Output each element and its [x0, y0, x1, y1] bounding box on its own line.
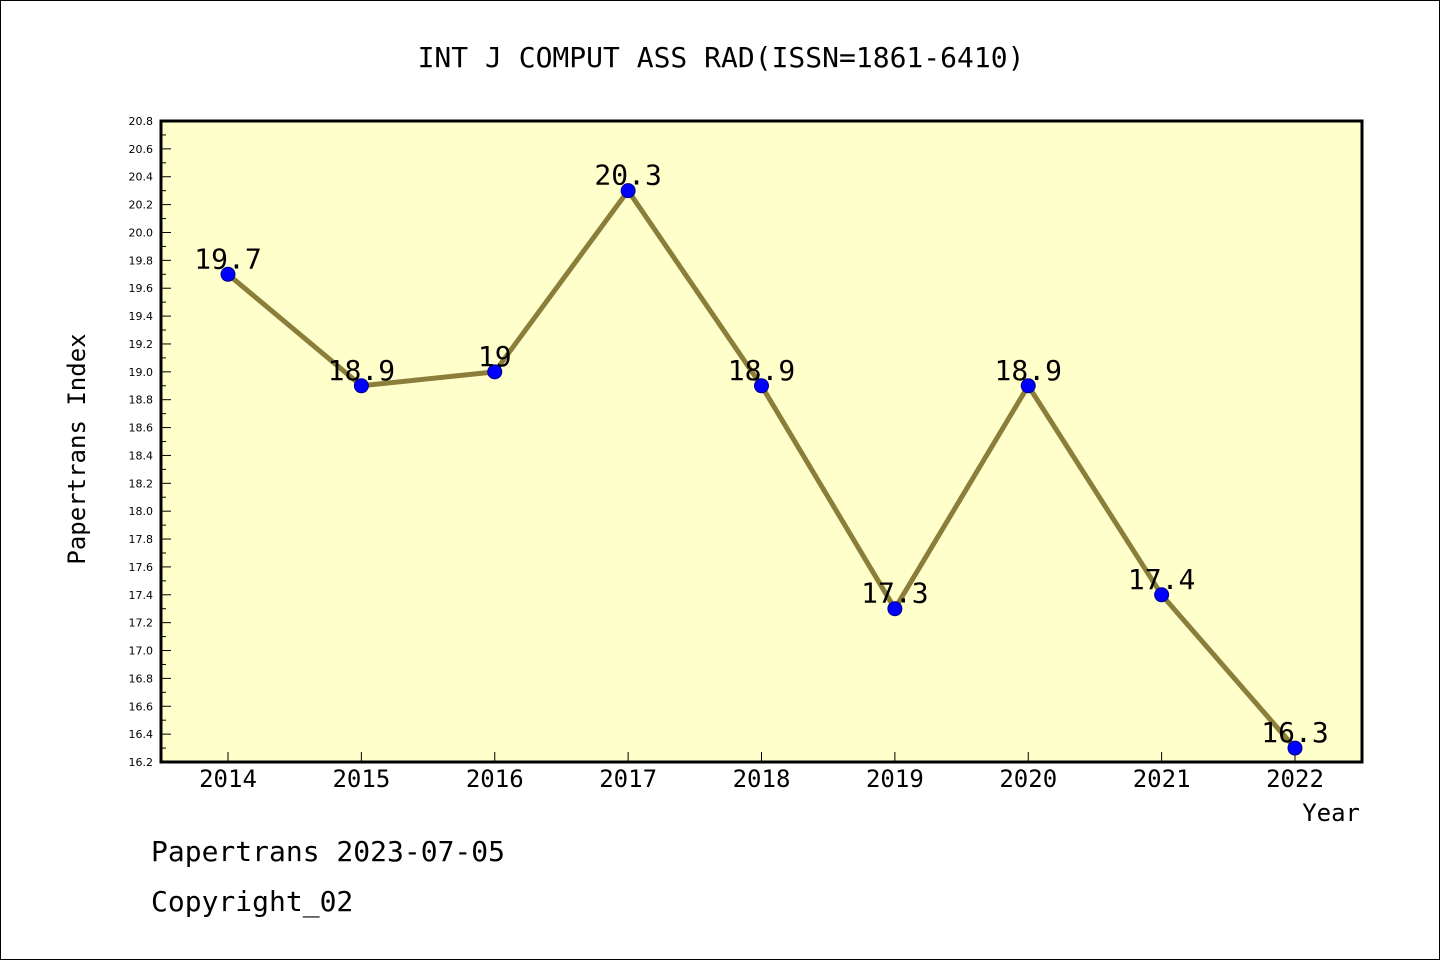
data-point [1020, 378, 1036, 394]
y-tick-label: 19.8 [129, 254, 154, 267]
y-tick-label: 18.6 [129, 422, 154, 435]
data-point [887, 601, 903, 617]
y-tick-label: 17.0 [129, 645, 154, 658]
data-label: 20.3 [594, 159, 661, 192]
data-label: 17.4 [1128, 563, 1195, 596]
y-tick-label: 17.6 [129, 561, 154, 574]
y-tick-label: 18.0 [129, 505, 154, 518]
x-tick-label: 2021 [1133, 765, 1191, 793]
x-tick-label: 2022 [1266, 765, 1324, 793]
y-tick-label: 16.6 [129, 700, 154, 713]
y-tick-label: 19.4 [129, 310, 154, 323]
y-tick-label: 19.2 [129, 338, 154, 351]
y-tick-label: 20.8 [129, 115, 154, 128]
data-point [1287, 740, 1303, 756]
data-point [754, 378, 769, 394]
y-tick-label: 19.6 [129, 282, 154, 295]
y-tick-label: 16.8 [129, 672, 154, 685]
y-tick-label: 20.6 [129, 143, 154, 156]
y-tick-label: 19.0 [129, 366, 154, 379]
data-label: 18.9 [728, 354, 795, 387]
y-axis-label: Papertrans Index [63, 333, 91, 564]
y-tick-label: 16.4 [129, 728, 154, 741]
data-label: 16.3 [1261, 716, 1328, 749]
y-tick-label: 17.4 [129, 589, 154, 602]
y-tick-label: 17.8 [129, 533, 154, 546]
data-point [1154, 587, 1170, 603]
y-tick-label: 16.2 [129, 756, 154, 769]
x-tick-label: 2017 [599, 765, 657, 793]
data-point [353, 378, 369, 394]
data-label: 18.9 [995, 354, 1062, 387]
y-tick-label: 18.2 [129, 477, 154, 490]
data-label: 19.7 [194, 242, 261, 275]
x-tick-label: 2014 [199, 765, 257, 793]
data-label: 19 [478, 340, 512, 373]
x-axis: 2014 2015 2016 2017 2018 2019 2020 2021 2022 [199, 752, 1324, 793]
y-tick-label: 20.2 [129, 199, 154, 212]
x-axis-label: Year [1302, 799, 1360, 827]
x-tick-label: 2018 [733, 765, 791, 793]
chart-title: INT J COMPUT ASS RAD(ISSN=1861-6410) [418, 41, 1025, 74]
footer-date: Papertrans 2023-07-05 [151, 835, 506, 868]
footer-copyright: Copyright_02 [151, 885, 354, 918]
plot-area [159, 119, 1364, 764]
y-tick-label: 17.2 [129, 617, 154, 630]
x-tick-label: 2019 [866, 765, 924, 793]
data-point [620, 183, 636, 199]
y-axis: 16.2 16.4 16.6 16.8 17.0 17.2 17.4 17.6 17.8 18.0… [129, 115, 171, 769]
y-tick-label: 20.4 [129, 171, 154, 184]
data-label: 17.3 [861, 577, 928, 610]
data-point [220, 266, 236, 282]
x-tick-label: 2020 [999, 765, 1057, 793]
x-tick-label: 2016 [466, 765, 524, 793]
y-tick-label: 18.4 [129, 449, 154, 462]
data-label: 18.9 [328, 354, 395, 387]
y-tick-label: 18.8 [129, 394, 154, 407]
data-labels: 19.7 18.9 19 20.3 18.9 17.3 18.9 17.4 16.3 [194, 159, 1328, 749]
series-markers [220, 183, 1303, 756]
data-point [487, 364, 503, 380]
x-tick-label: 2015 [332, 765, 390, 793]
y-tick-label: 20.0 [129, 226, 154, 239]
